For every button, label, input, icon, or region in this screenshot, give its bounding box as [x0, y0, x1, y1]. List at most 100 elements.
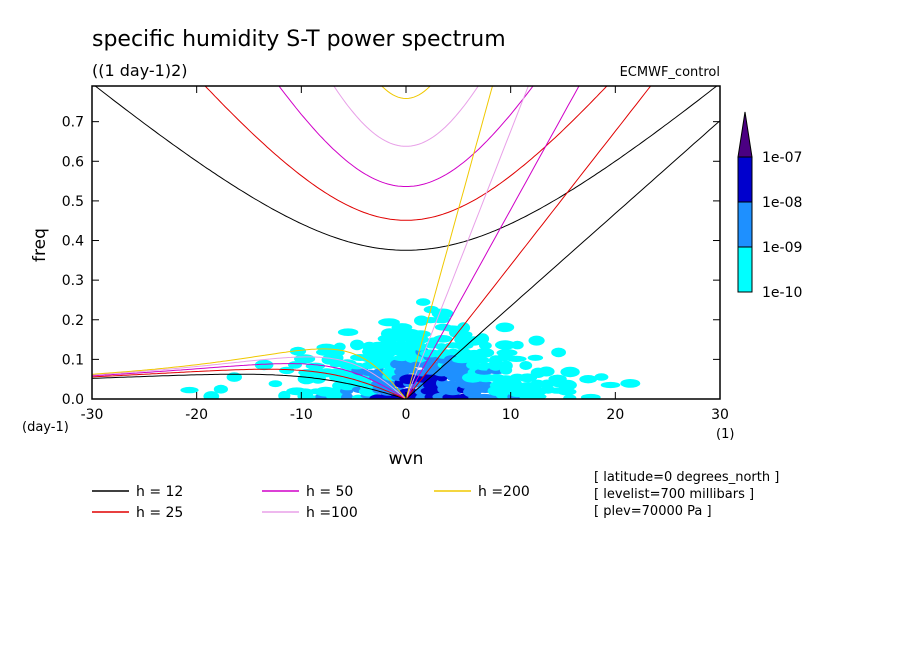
power-cell-0 — [180, 386, 199, 394]
h12-kelvin-0 — [405, 120, 720, 399]
h100-kelvin-9 — [405, 86, 529, 399]
power-cell-5 — [268, 380, 283, 388]
power-cell-164 — [457, 322, 471, 334]
xtick-label-4: 10 — [502, 407, 520, 423]
xtick-label-3: 0 — [402, 407, 411, 423]
power-cell-42 — [337, 328, 359, 337]
power-cell-20 — [305, 362, 326, 370]
h200-kelvin-12 — [405, 86, 494, 399]
metadata-line-0: [ latitude=0 degrees_north ] — [594, 470, 779, 485]
h50-ig-7 — [278, 86, 534, 187]
power-cell-231 — [594, 373, 609, 381]
colorbar-box-1 — [737, 201, 753, 248]
ytick-label-4: 0.4 — [62, 234, 84, 250]
ytick-label-7: 0.7 — [62, 115, 84, 131]
metadata-line-1: [ levelist=700 millibars ] — [594, 487, 754, 502]
power-cell-226 — [557, 388, 577, 396]
colorbar-label-3: 1e-07 — [762, 150, 802, 166]
power-cell-199 — [495, 340, 516, 350]
power-cell-200 — [495, 322, 515, 333]
x-units-right: (1) — [716, 427, 734, 442]
chart-title: specific humidity S-T power spectrum — [92, 27, 506, 52]
power-cell-73 — [382, 367, 396, 377]
power-cell-181 — [475, 348, 495, 358]
power-cell-217 — [528, 335, 545, 346]
power-cell-196 — [499, 360, 513, 371]
power-cell-137 — [435, 343, 448, 351]
xtick-label-5: 20 — [606, 407, 624, 423]
colorbar-triangle — [737, 111, 753, 158]
ytick-label-3: 0.3 — [62, 273, 84, 289]
power-cell-80 — [378, 318, 400, 327]
power-cell-2 — [213, 384, 228, 394]
colorbar-label-1: 1e-09 — [762, 240, 802, 256]
ytick-label-1: 0.1 — [62, 352, 84, 368]
power-cell-138 — [433, 335, 453, 343]
h100-ig-10 — [333, 86, 479, 147]
power-cell-50 — [350, 339, 365, 351]
dataset-label: ECMWF_control — [620, 65, 720, 80]
x-units-left: (day-1) — [22, 420, 69, 435]
h100-rossby-11 — [92, 356, 407, 399]
legend-label-4: h =200 — [478, 484, 530, 500]
chart-subtitle: ((1 day-1)2) — [92, 61, 188, 80]
h12-ig-1 — [94, 86, 718, 251]
power-cell-205 — [506, 355, 527, 362]
x-axis: -30 -20 -10 0 10 20 30 — [81, 86, 729, 423]
power-cell-230 — [579, 375, 598, 384]
power-cell-198 — [496, 349, 518, 357]
power-cell-229 — [580, 393, 601, 399]
colorbar-label-2: 1e-08 — [762, 195, 802, 211]
power-cell-232 — [600, 381, 621, 389]
power-cell-216 — [527, 354, 544, 361]
xtick-label-2: -10 — [290, 407, 313, 423]
ytick-label-5: 0.5 — [62, 194, 84, 210]
legend-label-0: h = 12 — [136, 484, 183, 500]
power-cell-224 — [551, 347, 566, 358]
power-cell-152 — [442, 325, 463, 332]
xtick-label-1: -20 — [185, 407, 208, 423]
legend: h = 12 h = 25 h = 50 h =100 h =200 — [92, 484, 530, 521]
h200-ig-13 — [381, 86, 431, 100]
power-cell-183 — [476, 333, 490, 345]
h12-rossby-2 — [92, 373, 407, 399]
power-cell-141 — [431, 308, 454, 319]
h200-rossby-14 — [92, 348, 407, 399]
xtick-label-0: -30 — [81, 407, 104, 423]
power-cell-53 — [359, 380, 376, 392]
dispersion-curves — [92, 86, 720, 399]
ytick-label-2: 0.2 — [62, 313, 84, 329]
h25-kelvin-3 — [405, 86, 652, 399]
colorbar: 1e-10 1e-09 1e-08 1e-07 — [737, 111, 802, 301]
power-cell-225 — [563, 394, 577, 399]
h50-kelvin-6 — [405, 86, 580, 399]
power-cell-10 — [289, 346, 307, 356]
ytick-label-0: 0.0 — [62, 392, 84, 408]
power-cell-233 — [620, 379, 641, 388]
power-cell-112 — [413, 342, 427, 351]
power-cell-114 — [409, 330, 431, 338]
power-cell-65 — [369, 361, 387, 369]
power-cell-116 — [416, 298, 431, 306]
power-cell-220 — [538, 366, 555, 377]
h25-rossby-5 — [92, 368, 407, 399]
power-cell-4 — [254, 359, 274, 371]
power-cell-180 — [475, 357, 490, 364]
power-cell-227 — [557, 379, 577, 391]
power-cell-35 — [333, 342, 346, 351]
power-cell-7 — [279, 366, 295, 375]
power-cell-144 — [442, 380, 461, 388]
power-cell-15 — [294, 354, 316, 364]
y-axis-label: freq — [30, 228, 50, 262]
power-cell-79 — [380, 328, 399, 339]
power-cell-160 — [454, 348, 473, 359]
power-cell-228 — [560, 366, 580, 378]
power-cell-203 — [509, 379, 522, 388]
metadata-block: [ latitude=0 degrees_north ] [ levelist=7… — [594, 470, 779, 519]
ytick-label-6: 0.6 — [62, 154, 84, 170]
x-axis-label: wvn — [389, 449, 424, 469]
colorbar-box-2 — [737, 156, 753, 203]
legend-label-2: h = 50 — [306, 484, 353, 500]
colorbar-label-0: 1e-10 — [762, 285, 802, 301]
